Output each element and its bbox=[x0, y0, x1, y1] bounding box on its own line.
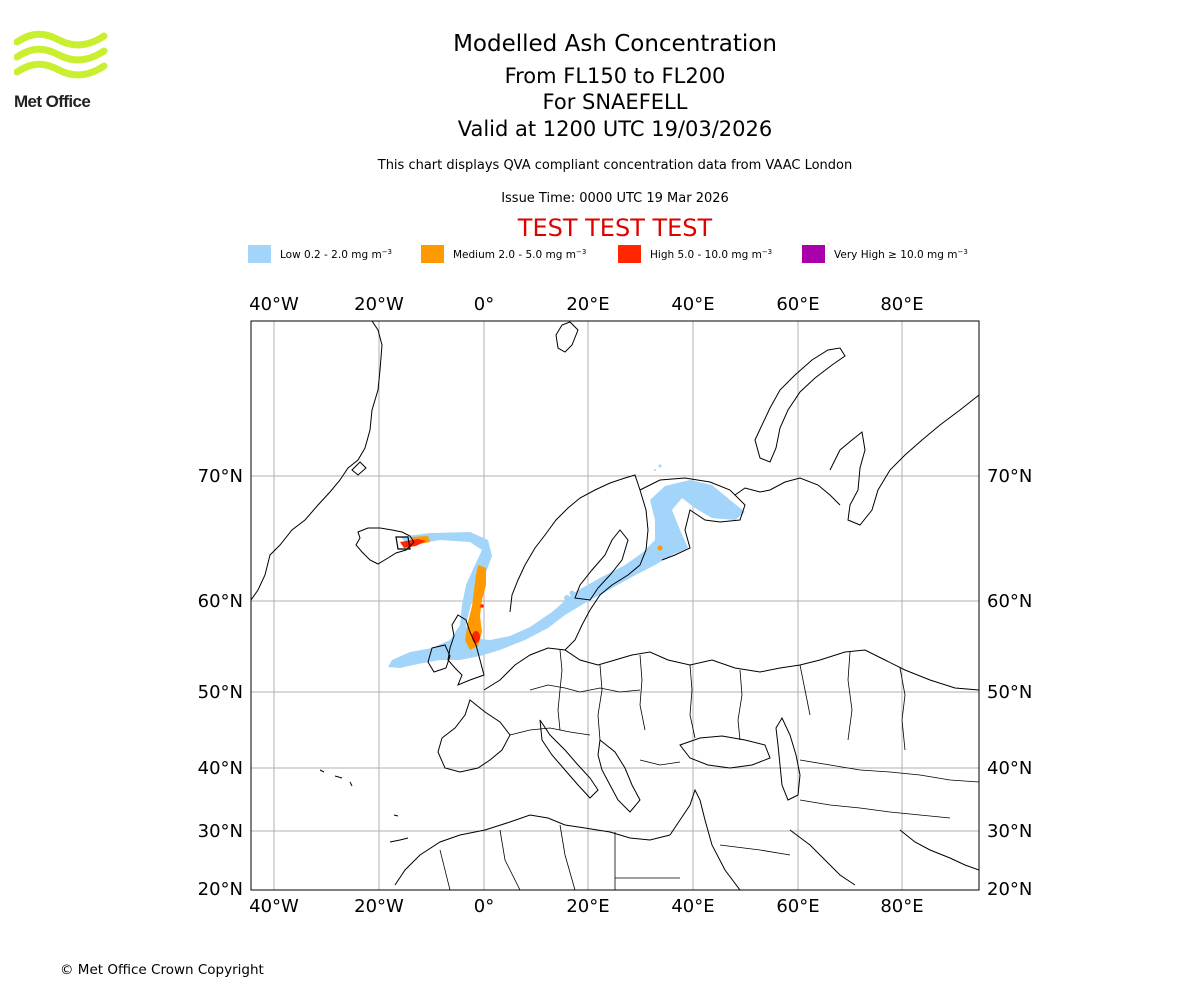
lon-label-bottom: 20°E bbox=[566, 896, 609, 917]
volcano-name: For SNAEFELL bbox=[542, 90, 688, 114]
legend-item-medium: Medium 2.0 - 5.0 mg m−3 bbox=[421, 244, 586, 264]
ash-low bbox=[388, 464, 745, 668]
map-frame bbox=[250, 320, 980, 891]
country-borders bbox=[439, 649, 979, 890]
lon-label-bottom: 60°E bbox=[776, 896, 819, 917]
lon-label-top: 40°W bbox=[249, 294, 299, 315]
lon-label-bottom: 40°E bbox=[671, 896, 714, 917]
legend-item-very-high: Very High ≥ 10.0 mg m−3 bbox=[802, 244, 968, 264]
lat-label-right: 70°N bbox=[987, 466, 1032, 487]
legend-swatch-very-high bbox=[802, 245, 825, 263]
coastlines bbox=[251, 321, 979, 890]
map-gridlines bbox=[251, 321, 979, 890]
flight-level-range: From FL150 to FL200 bbox=[504, 64, 726, 88]
lat-label-left: 70°N bbox=[198, 466, 243, 487]
lon-label-top: 60°E bbox=[776, 294, 819, 315]
lat-label-left: 60°N bbox=[198, 591, 243, 612]
lon-label-bottom: 0° bbox=[474, 896, 494, 917]
lat-label-left: 20°N bbox=[198, 879, 243, 900]
valid-time: Valid at 1200 UTC 19/03/2026 bbox=[457, 117, 773, 141]
legend-label-very-high: Very High ≥ 10.0 mg m−3 bbox=[834, 247, 968, 261]
legend-swatch-medium bbox=[421, 245, 444, 263]
lat-label-right: 20°N bbox=[987, 879, 1032, 900]
lon-label-top: 80°E bbox=[880, 294, 923, 315]
legend-label-medium: Medium 2.0 - 5.0 mg m−3 bbox=[453, 247, 587, 261]
issue-time: Issue Time: 0000 UTC 19 Mar 2026 bbox=[501, 191, 729, 206]
lon-label-bottom: 80°E bbox=[880, 896, 923, 917]
copyright-notice: © Met Office Crown Copyright bbox=[60, 962, 264, 978]
legend-label-high: High 5.0 - 10.0 mg m−3 bbox=[650, 247, 773, 261]
chart-title: Modelled Ash Concentration bbox=[453, 31, 777, 57]
lat-label-right: 40°N bbox=[987, 758, 1032, 779]
logo-wordmark: Met Office bbox=[14, 92, 91, 111]
lat-label-left: 50°N bbox=[198, 682, 243, 703]
lat-label-right: 30°N bbox=[987, 821, 1032, 842]
legend-swatch-low bbox=[248, 245, 271, 263]
met-office-logo bbox=[14, 30, 108, 79]
lon-label-top: 20°W bbox=[354, 294, 404, 315]
legend-item-low: Low 0.2 - 2.0 mg m−3 bbox=[248, 244, 392, 264]
volcano-marker bbox=[395, 536, 411, 550]
lon-label-bottom: 20°W bbox=[354, 896, 404, 917]
lon-label-top: 0° bbox=[474, 294, 494, 315]
legend-swatch-high bbox=[618, 245, 641, 263]
legend-label-low: Low 0.2 - 2.0 mg m−3 bbox=[280, 247, 393, 261]
lat-label-right: 60°N bbox=[987, 591, 1032, 612]
test-banner: TEST TEST TEST bbox=[517, 214, 713, 242]
lon-label-bottom: 40°W bbox=[249, 896, 299, 917]
lat-label-right: 50°N bbox=[987, 682, 1032, 703]
legend-item-high: High 5.0 - 10.0 mg m−3 bbox=[618, 244, 772, 264]
lat-label-left: 40°N bbox=[198, 758, 243, 779]
lon-label-top: 40°E bbox=[671, 294, 714, 315]
compliance-note: This chart displays QVA compliant concen… bbox=[377, 158, 853, 173]
lat-label-left: 30°N bbox=[198, 821, 243, 842]
lon-label-top: 20°E bbox=[566, 294, 609, 315]
